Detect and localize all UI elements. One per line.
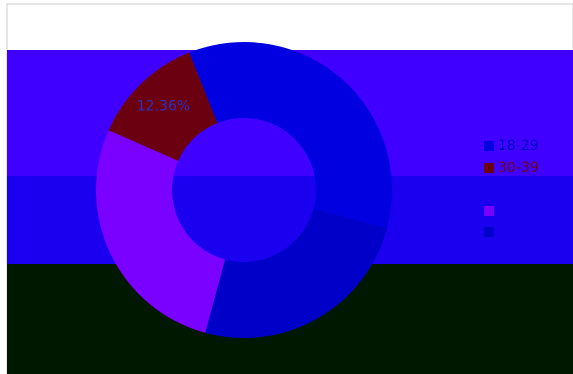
- legend-marker: [484, 163, 494, 173]
- donut-segment: [108, 52, 218, 161]
- data-label: 12.36%: [137, 99, 190, 115]
- donut-segment: [189, 41, 392, 229]
- legend-marker: [484, 206, 494, 216]
- legend-marker: [484, 141, 494, 151]
- legend: 18-29 30-39: [484, 138, 539, 237]
- donut-segment: [205, 208, 387, 338]
- donut-segment: [95, 130, 226, 333]
- legend-label: 30-39: [498, 160, 539, 176]
- legend-marker: [484, 227, 494, 237]
- legend-label: 18-29: [498, 138, 539, 154]
- donut-chart: 12.36%: [95, 41, 392, 338]
